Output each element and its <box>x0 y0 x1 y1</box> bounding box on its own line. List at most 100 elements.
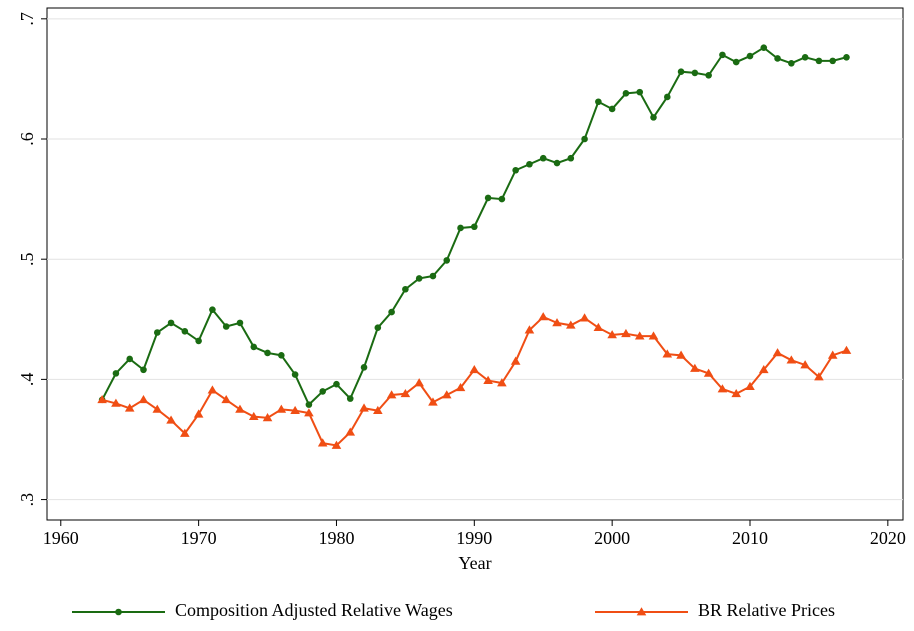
data-point <box>634 331 645 340</box>
y-tick-label: .6 <box>17 132 37 146</box>
data-point <box>276 404 287 413</box>
data-point <box>345 427 356 436</box>
data-point <box>415 275 423 282</box>
data-point <box>497 378 507 387</box>
data-point <box>126 355 134 363</box>
data-point <box>124 403 135 412</box>
data-point <box>786 355 797 364</box>
data-point <box>498 195 506 203</box>
y-tick-label: .5 <box>17 252 37 266</box>
data-point <box>250 343 258 351</box>
data-point <box>207 385 218 394</box>
data-point <box>386 390 397 399</box>
data-point <box>510 356 521 365</box>
data-point <box>690 363 700 372</box>
data-point <box>222 323 230 330</box>
data-point <box>607 330 617 339</box>
legend-label: BR Relative Prices <box>698 600 835 620</box>
data-point <box>703 368 714 377</box>
data-point <box>469 364 480 374</box>
data-point <box>758 364 769 374</box>
data-point <box>235 404 245 413</box>
data-point <box>608 105 616 113</box>
data-point <box>581 135 588 143</box>
data-point <box>827 350 838 359</box>
data-point <box>441 390 452 399</box>
data-point <box>691 69 699 77</box>
data-point <box>677 68 685 75</box>
data-point <box>772 348 783 357</box>
data-point <box>538 312 549 321</box>
data-point <box>648 331 659 340</box>
data-point <box>788 59 795 67</box>
data-point <box>621 328 631 338</box>
data-point <box>167 319 175 327</box>
data-point <box>731 389 742 398</box>
data-point <box>636 88 644 96</box>
x-tick-label: 2000 <box>594 528 630 548</box>
data-point <box>152 404 163 413</box>
data-point <box>195 337 202 345</box>
data-point <box>221 395 231 404</box>
data-point <box>650 114 657 121</box>
data-point <box>153 329 161 336</box>
data-point <box>484 194 492 202</box>
data-point <box>414 378 424 387</box>
data-point <box>745 381 755 390</box>
x-tick-label: 1990 <box>456 528 492 548</box>
data-point <box>801 53 809 61</box>
data-point <box>843 53 850 61</box>
data-point <box>719 51 726 59</box>
y-tick-label: .4 <box>17 373 37 387</box>
legend-label: Composition Adjusted Relative Wages <box>175 600 453 620</box>
data-point <box>262 413 273 422</box>
x-tick-label: 1960 <box>43 528 79 548</box>
data-point <box>814 372 824 381</box>
data-point <box>400 389 411 398</box>
data-point <box>662 349 673 358</box>
data-point <box>774 55 781 62</box>
data-point <box>553 159 561 167</box>
data-point <box>140 366 147 374</box>
data-point <box>717 384 728 393</box>
data-point <box>800 360 810 369</box>
data-point <box>593 322 604 332</box>
data-point <box>595 98 602 106</box>
data-point <box>373 405 383 414</box>
data-point <box>705 72 712 79</box>
data-point <box>181 328 189 335</box>
data-point <box>331 440 342 449</box>
data-point <box>566 320 576 329</box>
data-point <box>455 382 466 392</box>
data-point <box>663 93 671 101</box>
data-point <box>388 308 395 316</box>
data-point <box>483 375 493 384</box>
data-point <box>359 403 369 412</box>
y-tick-label: .3 <box>17 493 37 507</box>
data-point <box>428 397 438 406</box>
data-point <box>180 428 190 437</box>
data-point <box>746 52 754 60</box>
data-point <box>429 272 437 280</box>
x-tick-label: 2010 <box>732 528 768 548</box>
data-point <box>841 345 852 354</box>
data-point <box>524 325 535 334</box>
data-point <box>622 90 630 97</box>
x-tick-label: 1980 <box>318 528 354 548</box>
data-point <box>138 395 149 404</box>
legend-marker <box>115 608 122 616</box>
series-line <box>101 315 847 447</box>
data-point <box>333 380 340 388</box>
data-point <box>760 44 768 51</box>
data-point <box>402 285 409 293</box>
data-point <box>512 166 519 174</box>
data-point <box>676 350 686 359</box>
data-point <box>193 409 204 418</box>
data-point <box>112 370 120 377</box>
x-axis-label: Year <box>458 553 491 573</box>
data-point <box>443 257 451 264</box>
data-point <box>579 313 590 322</box>
data-point <box>236 319 244 327</box>
